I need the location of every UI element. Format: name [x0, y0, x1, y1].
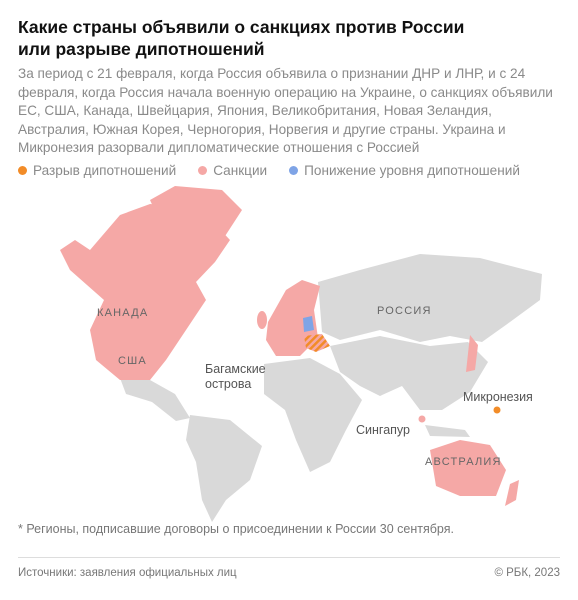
title: Какие страны объявили о санкциях против …	[18, 17, 465, 59]
footnote: * Регионы, подписавшие договоры о присое…	[18, 522, 454, 536]
belarus	[303, 316, 314, 332]
indonesia	[425, 425, 470, 437]
legend-item: Разрыв дипотношений	[18, 163, 176, 178]
description: За период с 21 февраля, когда Россия объ…	[18, 66, 553, 156]
map-label: Микронезия	[463, 390, 533, 404]
singapore-dot	[418, 415, 426, 423]
map-label: Багамские острова	[205, 362, 266, 391]
uk	[257, 311, 267, 329]
neutral-land	[120, 254, 542, 522]
legend-swatch	[18, 166, 27, 175]
greenland	[150, 186, 242, 266]
sanction-land	[60, 186, 519, 506]
map-label: АВСТРАЛИЯ	[425, 456, 502, 468]
russia	[318, 254, 542, 342]
map-label: КАНАДА	[97, 307, 149, 319]
asia	[330, 336, 488, 410]
map-label: РОССИЯ	[377, 305, 432, 317]
legend: Разрыв дипотношений Санкции Понижение уров…	[18, 163, 520, 178]
legend-label: Санкции	[213, 163, 268, 178]
legend-item: Санкции	[198, 163, 267, 178]
new-zealand	[505, 480, 519, 506]
legend-label: Разрыв дипотношений	[33, 163, 177, 178]
ukraine	[304, 334, 330, 352]
legend-swatch	[198, 166, 208, 175]
map-label: Сингапур	[356, 423, 410, 437]
australia	[430, 440, 506, 496]
legend-swatch	[289, 166, 299, 175]
legend-item: Понижение уровня дипотношений	[289, 163, 520, 178]
south-america	[186, 415, 262, 522]
copyright: © РБК, 2023	[494, 567, 560, 579]
divider	[18, 557, 560, 558]
source: Источники: заявления официальных лиц	[18, 567, 237, 579]
legend-label: Понижение уровня дипотношений	[304, 163, 520, 178]
central-america	[120, 378, 190, 421]
map-label: США	[118, 355, 147, 367]
micronesia-dot	[493, 406, 501, 414]
japan	[466, 335, 478, 372]
africa	[264, 358, 362, 472]
